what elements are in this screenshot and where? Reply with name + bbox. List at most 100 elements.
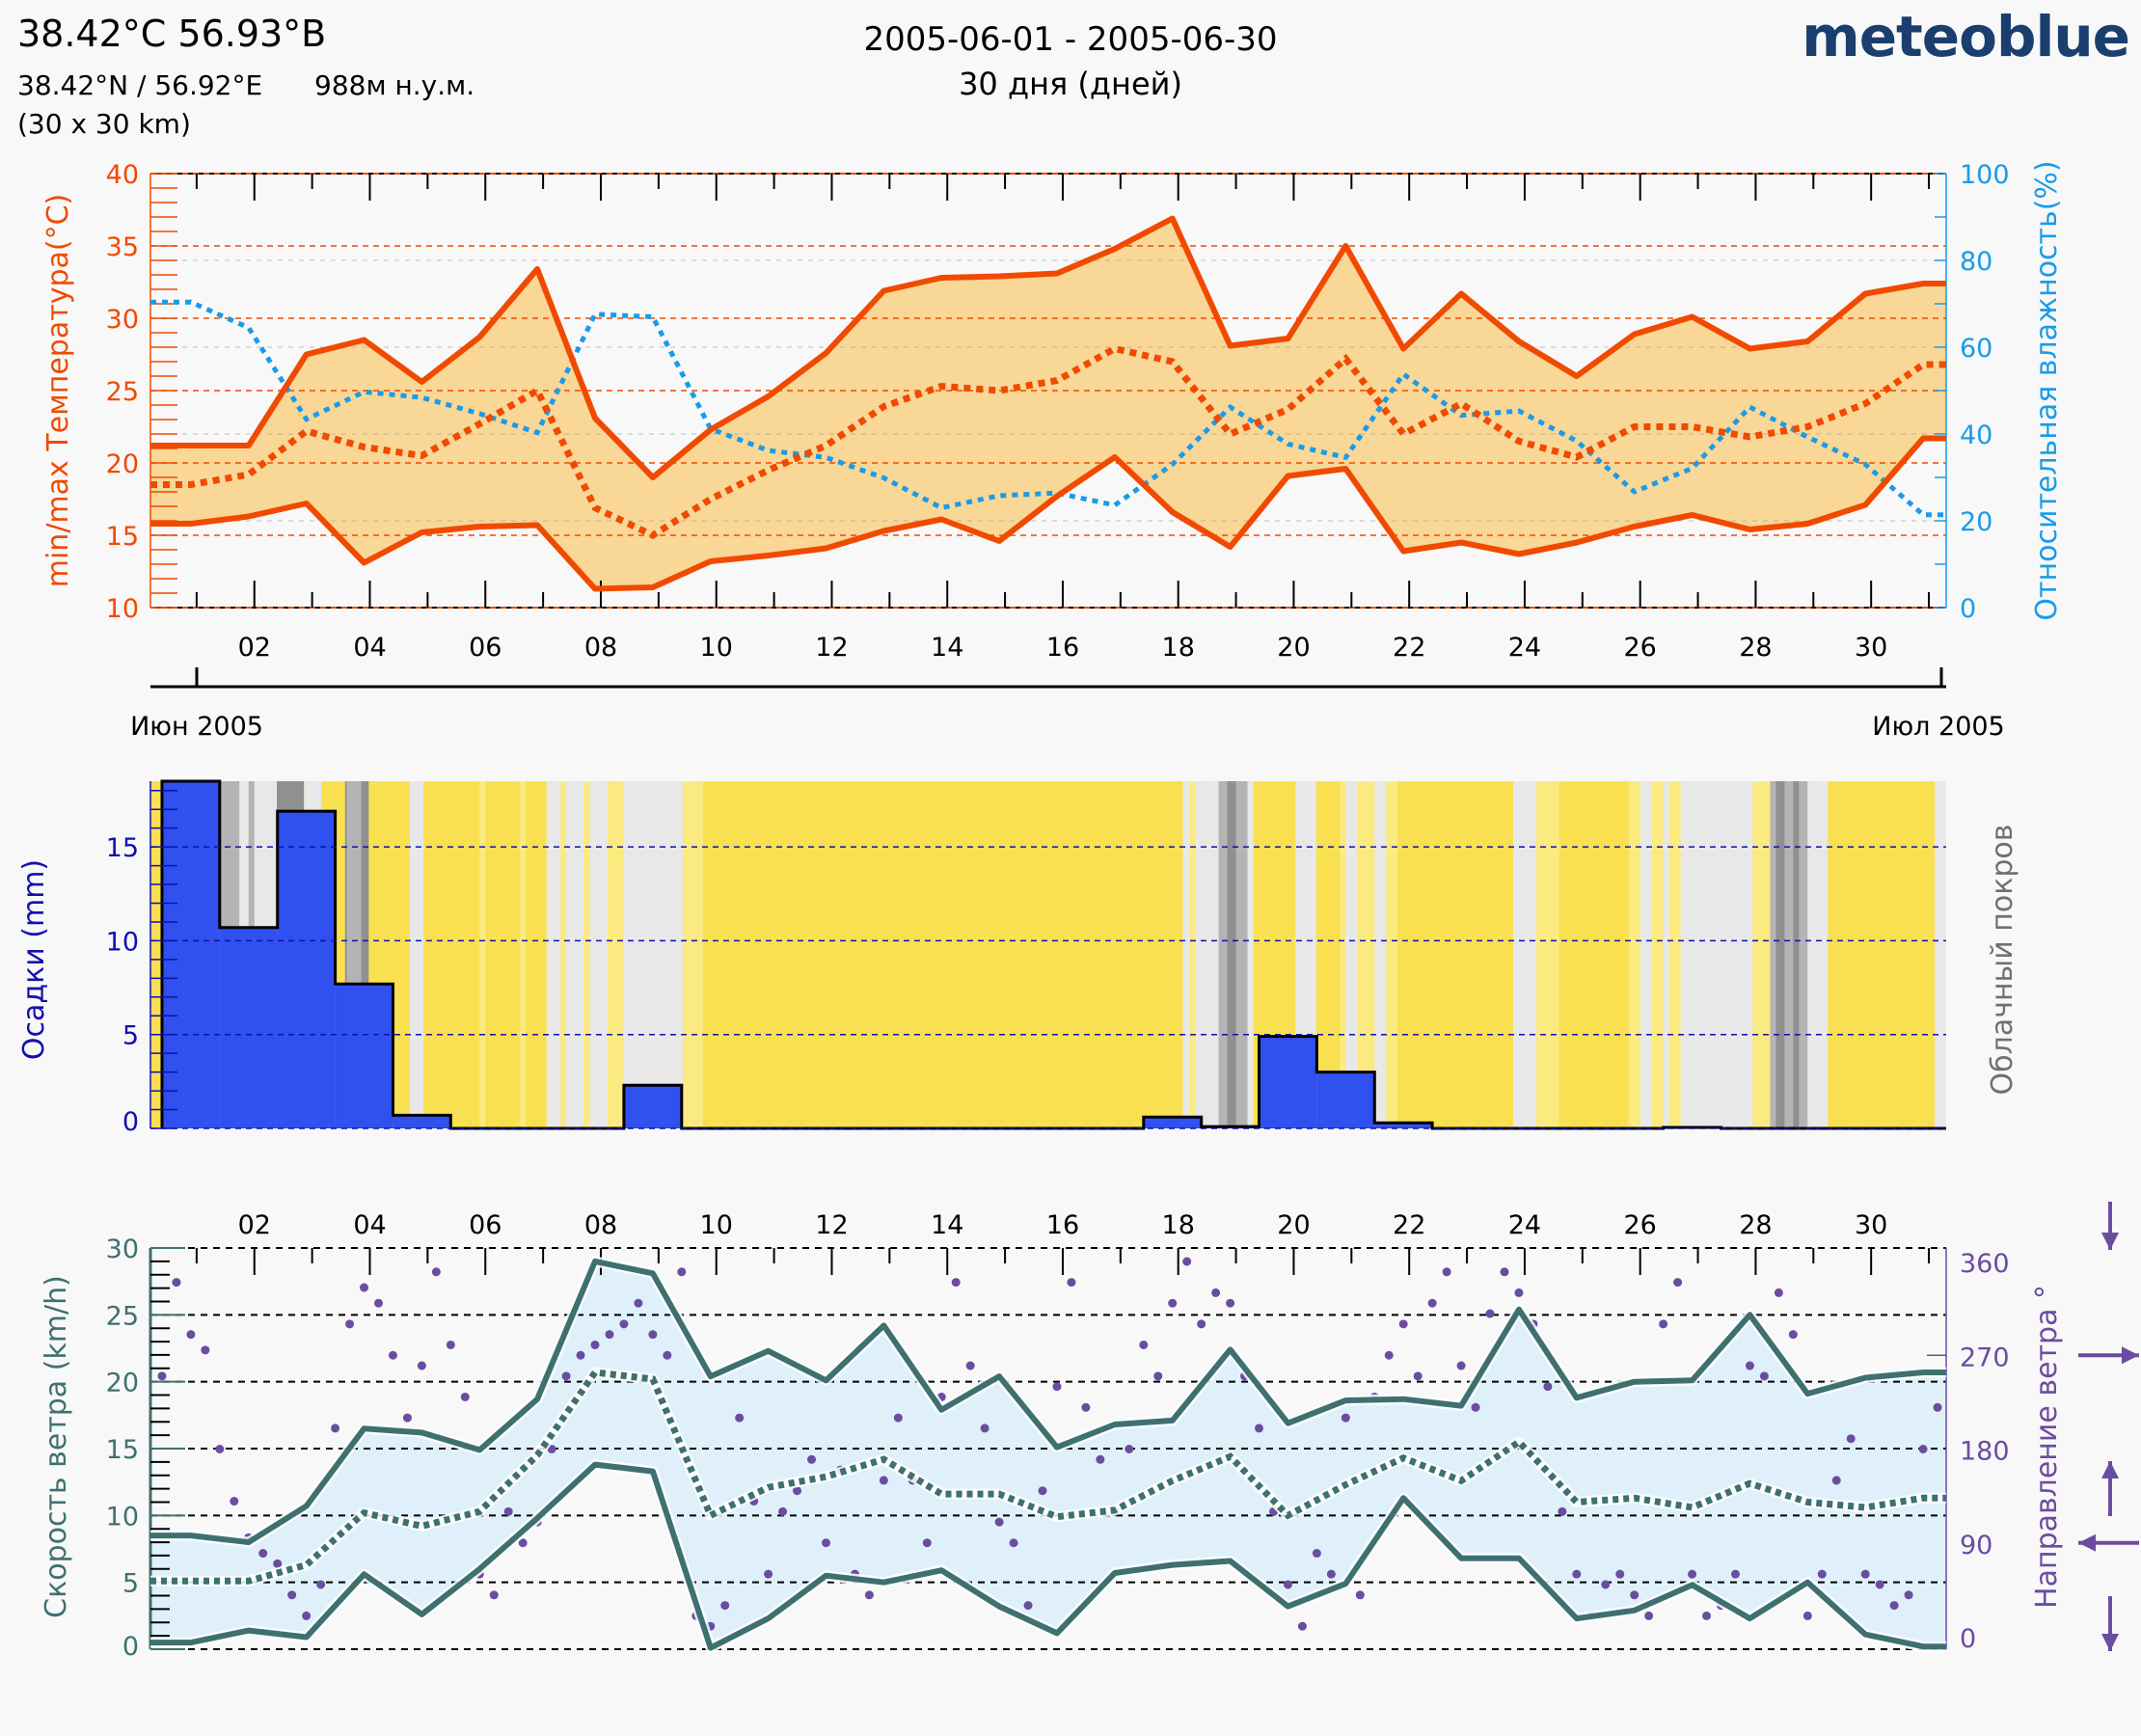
wind-direction-point — [215, 1445, 225, 1453]
wind-direction-point — [807, 1454, 817, 1464]
wind-direction-point — [764, 1569, 773, 1579]
wind-direction-point — [1889, 1601, 1899, 1611]
cloud-cover-band — [1512, 781, 1536, 1128]
wind-speed-axis-title: Скорость ветра (km/h) — [40, 1275, 73, 1618]
wind-direction-point — [1730, 1569, 1740, 1579]
max-wind-line — [150, 1258, 1946, 1546]
min-temperature-line — [150, 435, 1946, 592]
wind-direction-point — [417, 1361, 426, 1370]
day-label: 16 — [1046, 1210, 1079, 1240]
wind-direction-point — [1456, 1361, 1466, 1370]
cloud-cover-band — [1680, 781, 1753, 1128]
precipitation-bar — [335, 984, 393, 1128]
meteoblue-logo: meteoblue — [1802, 4, 2129, 69]
wind-direction-point — [489, 1590, 499, 1600]
wind-direction-point — [1817, 1569, 1827, 1579]
day-label: 16 — [1046, 633, 1079, 663]
wind-direction-point — [1153, 1371, 1163, 1381]
wind-direction-point — [1182, 1257, 1192, 1266]
temperature-tick-label: 35 — [106, 232, 139, 262]
wind-direction-point — [893, 1413, 903, 1423]
day-label: 30 — [1855, 633, 1887, 663]
wind-direction-point — [1500, 1267, 1509, 1277]
wind-direction-point — [951, 1278, 961, 1288]
day-label: 12 — [815, 1210, 848, 1240]
humidity-axis-title: Относительная влажность(%) — [2030, 160, 2064, 620]
wind-direction-point — [1211, 1288, 1221, 1297]
wind-direction-point — [1398, 1319, 1408, 1329]
cloud-cover-band — [1770, 781, 1808, 1128]
wind-direction-point — [793, 1486, 802, 1496]
precipitation-bar — [1374, 1123, 1433, 1128]
wind-direction-point — [1875, 1580, 1884, 1589]
wind-direction-point — [273, 1559, 283, 1568]
temperature-tick-label: 30 — [106, 305, 139, 335]
precipitation-tick-label: 10 — [106, 927, 139, 957]
wind-direction-tick-label: 360 — [1960, 1249, 2010, 1279]
temperature-humidity-chart: 10 15 20 25 30 35 40 0 20 40 60 80 100 02 04 06 08 10 12 14… — [106, 160, 2010, 689]
wind-direction-point — [1846, 1434, 1856, 1444]
day-label: 10 — [700, 633, 733, 663]
wind-direction-point — [1543, 1382, 1553, 1392]
wind-direction-point — [576, 1350, 585, 1360]
min-wind-line — [150, 1461, 1946, 1651]
wind-direction-point — [1759, 1371, 1769, 1381]
wind-direction-point — [677, 1267, 687, 1277]
grid-resolution: (30 x 30 km) — [17, 108, 191, 140]
cloud-cover-band — [1345, 781, 1358, 1128]
wind-direction-point — [663, 1350, 672, 1360]
arrow-down-icon — [2101, 1596, 2119, 1651]
arrow-right-icon-head — [2122, 1346, 2139, 1365]
precipitation-bar — [219, 927, 278, 1128]
cloud-cover-band — [608, 781, 624, 1128]
wind-direction-point — [1023, 1601, 1033, 1611]
wind-speed-tick-label: 0 — [122, 1632, 139, 1662]
temperature-tick-label: 20 — [106, 449, 139, 479]
wind-direction-point — [331, 1424, 340, 1433]
wind-range-fill — [150, 1261, 1946, 1648]
precipitation-cloud-chart: 0 5 10 15 — [106, 779, 1946, 1137]
wind-direction-point — [373, 1298, 383, 1308]
precipitation-bar — [277, 811, 336, 1128]
wind-direction-point — [402, 1413, 412, 1423]
wind-direction-point — [1788, 1330, 1798, 1340]
wind-direction-point — [446, 1340, 455, 1349]
day-label: 24 — [1508, 1210, 1541, 1240]
wind-speed-tick-label: 15 — [106, 1435, 139, 1465]
day-label: 28 — [1739, 1210, 1772, 1240]
wind-direction-point — [965, 1361, 975, 1370]
elevation: 988м н.у.м. — [314, 69, 474, 101]
cloud-cover-band — [1663, 781, 1669, 1128]
mean-temperature-line — [150, 344, 1946, 539]
precipitation-bar — [1259, 1036, 1317, 1128]
wind-direction-point — [1096, 1454, 1105, 1464]
day-label: 26 — [1624, 633, 1657, 663]
wind-direction-point — [1297, 1621, 1307, 1631]
wind-direction-point — [821, 1538, 830, 1548]
wind-direction-point — [518, 1538, 528, 1548]
wind-direction-point — [345, 1319, 355, 1329]
precipitation-axis-title: Осадки (mm) — [17, 859, 51, 1060]
humidity-tick-label: 80 — [1960, 247, 1992, 277]
coordinates: 38.42°N / 56.92°E — [17, 69, 262, 101]
wind-speed-tick-label: 25 — [106, 1301, 139, 1331]
wind-direction-point — [1933, 1402, 1942, 1412]
cloud-cover-band — [1793, 781, 1800, 1128]
wind-direction-point — [172, 1278, 181, 1288]
wind-direction-point — [735, 1413, 745, 1423]
wind-speed-tick-label: 5 — [122, 1569, 139, 1599]
wind-direction-point — [302, 1611, 312, 1620]
wind-direction-point — [1081, 1402, 1091, 1412]
wind-direction-point — [360, 1283, 369, 1292]
wind-direction-point — [605, 1330, 614, 1340]
wind-direction-point — [1558, 1506, 1567, 1516]
wind-direction-point — [1038, 1486, 1047, 1496]
cloud-cover-band — [1640, 781, 1652, 1128]
wind-direction-point — [720, 1601, 730, 1611]
arrow-down-icon — [2101, 1202, 2119, 1250]
date-range: 2005-06-01 - 2005-06-30 — [863, 20, 1277, 59]
wind-direction-point — [619, 1319, 629, 1329]
arrow-up-icon — [2101, 1461, 2119, 1516]
wind-direction-point — [157, 1371, 167, 1381]
wind-direction-point — [431, 1267, 441, 1277]
